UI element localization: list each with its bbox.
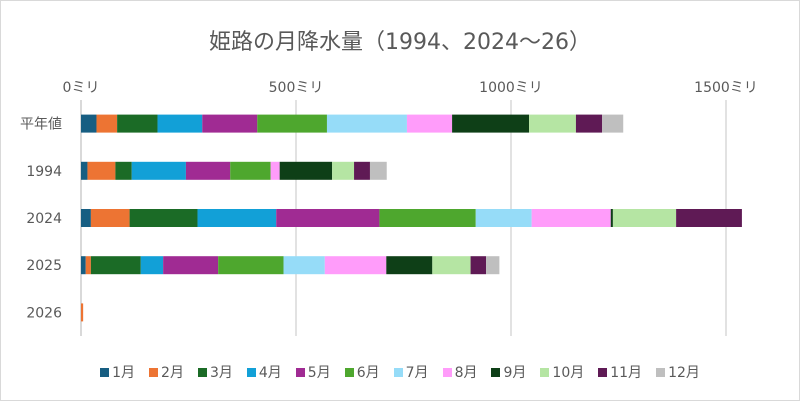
bar-segment-2025-12月	[486, 256, 500, 275]
legend-item: 2月	[149, 362, 184, 382]
bar-segment-平年値-6月	[257, 114, 327, 133]
bar-segment-1994-12月	[369, 161, 387, 180]
bar-segment-2025-4月	[140, 256, 164, 275]
legend-item: 3月	[197, 362, 233, 382]
legend-swatch	[393, 367, 403, 377]
x-tick-label: 500ミリ	[269, 80, 324, 96]
bar-segment-2024-2月	[90, 209, 130, 227]
bar-segment-2025-10月	[432, 256, 471, 275]
bar-segment-平年値-9月	[452, 114, 530, 133]
legend-item: 6月	[344, 362, 380, 382]
x-tick-label: 1500ミリ	[694, 80, 758, 96]
bar-segment-1994-3月	[115, 161, 132, 180]
legend-swatch	[656, 367, 666, 377]
legend-swatch	[295, 367, 305, 377]
bar-segment-2024-1月	[81, 209, 91, 227]
bar-segment-2024-11月	[676, 209, 742, 227]
legend-label: 7月	[405, 365, 429, 381]
x-tick-label: 0ミリ	[63, 80, 100, 96]
bar-segment-2024-9月	[610, 209, 613, 227]
legend-item: 11月	[598, 362, 642, 382]
legend-swatch	[100, 367, 110, 377]
bar-segment-平年値-7月	[326, 114, 407, 133]
bar-segment-2024-10月	[612, 209, 677, 227]
legend-swatch	[197, 367, 207, 377]
bar-segment-2026-2月	[81, 303, 84, 322]
bar-segment-1994-11月	[354, 161, 370, 180]
legend-label: 5月	[307, 365, 331, 381]
legend-swatch	[344, 367, 354, 377]
bar-segment-1994-9月	[279, 161, 333, 180]
category-label: 2026	[26, 305, 62, 321]
legend-item: 7月	[393, 362, 429, 382]
legend-label: 9月	[503, 365, 527, 381]
bar-segment-2025-5月	[163, 256, 219, 275]
bar-segment-1994-1月	[81, 161, 88, 180]
bar-segment-2024-5月	[276, 209, 380, 227]
legend-label: 6月	[356, 365, 380, 381]
bar-segment-平年値-2月	[96, 114, 118, 133]
legend-label: 3月	[209, 365, 233, 381]
category-label: 1994	[26, 164, 62, 180]
bar-segment-1994-5月	[185, 161, 231, 180]
bar-segment-平年値-10月	[529, 114, 576, 133]
legend-item: 4月	[246, 362, 282, 382]
bar-segment-2024-8月	[531, 209, 611, 227]
bar-segment-2025-6月	[218, 256, 284, 275]
bar-segment-2025-8月	[324, 256, 387, 275]
bar-segment-2024-4月	[197, 209, 277, 227]
legend-item: 9月	[491, 362, 526, 382]
bar-segment-2025-9月	[386, 256, 433, 275]
legend-label: 11月	[610, 365, 643, 381]
bar-segment-平年値-8月	[406, 114, 453, 133]
bar-segment-2025-7月	[283, 256, 325, 275]
bar-segment-1994-4月	[131, 161, 186, 180]
legend-swatch	[149, 367, 159, 377]
bar-segment-平年値-5月	[202, 114, 258, 133]
bar-segment-平年値-3月	[117, 114, 158, 133]
bar-segment-1994-6月	[230, 161, 271, 180]
category-label: 2025	[26, 258, 62, 274]
legend-swatch	[442, 367, 452, 377]
x-tick-label: 1000ミリ	[479, 80, 543, 96]
legend-swatch	[598, 367, 608, 377]
category-label: 2024	[26, 211, 62, 227]
bar-segment-2025-11月	[470, 256, 487, 275]
bar-segment-平年値-1月	[81, 114, 97, 133]
legend-swatch	[246, 367, 256, 377]
legend: 1月 2月 3月 4月 5月 6月 7月 8月 9月 10月 11月 12月	[0, 362, 800, 382]
bar-segment-1994-10月	[332, 161, 355, 180]
legend-label: 2月	[161, 365, 184, 381]
bar-segment-2024-7月	[475, 209, 532, 227]
legend-label: 12月	[668, 365, 700, 381]
chart-title: 姫路の月降水量（1994、2024～26）	[209, 30, 591, 55]
bar-segment-平年値-11月	[575, 114, 603, 133]
legend-item: 8月	[442, 362, 478, 382]
bar-segment-2025-1月	[81, 256, 86, 275]
legend-item: 1月	[100, 362, 135, 382]
legend-label: 1月	[112, 365, 136, 381]
bar-segment-平年値-4月	[157, 114, 203, 133]
legend-label: 10月	[552, 365, 585, 381]
bar-segment-2025-3月	[90, 256, 141, 275]
legend-item: 10月	[540, 362, 584, 382]
legend-swatch	[540, 367, 550, 377]
category-label: 平年値	[20, 117, 62, 133]
legend-item: 12月	[656, 362, 700, 382]
legend-swatch	[491, 367, 501, 377]
legend-label: 8月	[454, 365, 478, 381]
bar-segment-2025-2月	[85, 256, 91, 275]
bar-segment-平年値-12月	[602, 114, 624, 133]
legend-item: 5月	[295, 362, 331, 382]
bar-segment-1994-2月	[87, 161, 116, 180]
bar-segment-2024-6月	[379, 209, 476, 227]
bar-segment-1994-8月	[270, 161, 280, 180]
bar-segment-2024-3月	[129, 209, 198, 227]
legend-label: 4月	[258, 365, 282, 381]
